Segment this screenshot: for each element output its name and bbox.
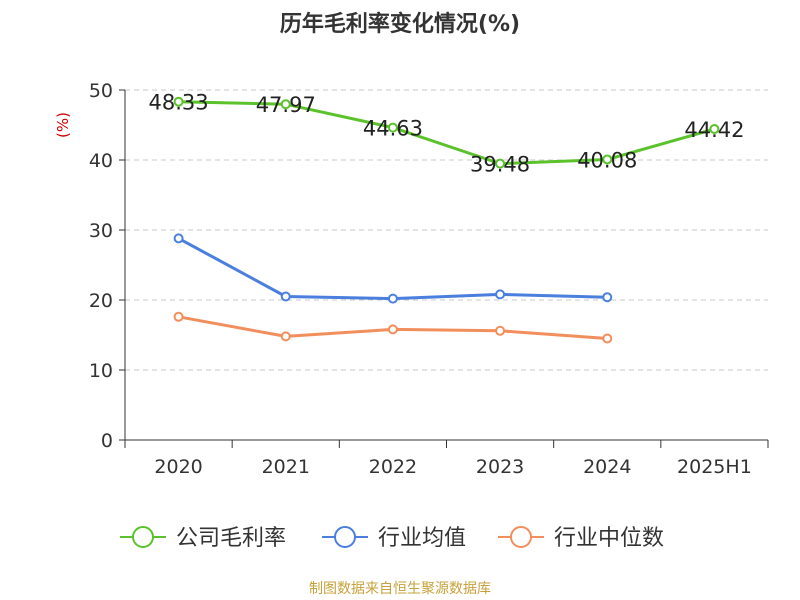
y-tick-label: 0 xyxy=(101,430,113,452)
series-line xyxy=(177,237,608,301)
series-line xyxy=(178,100,715,166)
data-point xyxy=(602,292,613,303)
x-tick-label: 2025H1 xyxy=(677,456,752,478)
data-label: 44.63 xyxy=(363,117,423,141)
legend-label: 公司毛利率 xyxy=(176,526,286,551)
series-lines xyxy=(173,96,720,344)
chart-title: 历年毛利率变化情况(%) xyxy=(279,12,521,37)
data-point xyxy=(709,124,720,135)
x-tick-label: 2022 xyxy=(369,456,417,478)
data-label: 39.48 xyxy=(470,153,530,177)
data-point xyxy=(280,291,291,302)
data-label: 44.42 xyxy=(684,118,744,142)
data-point xyxy=(387,122,398,133)
y-tick-label: 40 xyxy=(89,150,113,172)
data-point xyxy=(387,293,398,304)
data-point xyxy=(280,331,291,342)
data-point xyxy=(495,289,506,300)
x-tick-label: 2023 xyxy=(476,456,524,478)
data-point xyxy=(495,325,506,336)
data-labels: 48.33 47.97 44.63 39.48 40.08 44.42 xyxy=(149,91,745,177)
x-tick-label: 2024 xyxy=(583,456,631,478)
legend-label: 行业中位数 xyxy=(554,526,664,551)
data-point xyxy=(387,324,398,335)
data-point xyxy=(173,311,184,322)
x-tick-label: 2021 xyxy=(262,456,310,478)
data-point xyxy=(280,99,291,110)
data-point xyxy=(602,333,613,344)
grid-lines xyxy=(125,89,768,371)
legend-label: 行业均值 xyxy=(378,526,466,551)
y-tick-label: 10 xyxy=(89,360,113,382)
legend-marker xyxy=(132,526,154,548)
axes: 0 10 20 30 40 50 (%) 2020 2021 2022 2023 2024 2025H1 xyxy=(54,80,769,478)
y-tick-label: 50 xyxy=(89,80,113,102)
legend-marker xyxy=(334,526,356,548)
legend-marker xyxy=(510,526,532,548)
y-axis-label: (%) xyxy=(54,112,72,138)
data-point xyxy=(173,233,184,244)
y-tick-label: 30 xyxy=(89,220,113,242)
y-tick-label: 20 xyxy=(89,290,113,312)
data-label: 48.33 xyxy=(149,91,209,115)
data-label: 40.08 xyxy=(577,148,637,172)
legend: 公司毛利率 行业均值 行业中位数 xyxy=(120,526,664,551)
data-point xyxy=(173,96,184,107)
source-note: 制图数据来自恒生聚源数据库 xyxy=(309,581,491,597)
data-point xyxy=(602,154,613,165)
x-tick-label: 2020 xyxy=(154,456,202,478)
data-label: 47.97 xyxy=(256,93,316,117)
data-point xyxy=(495,158,506,169)
